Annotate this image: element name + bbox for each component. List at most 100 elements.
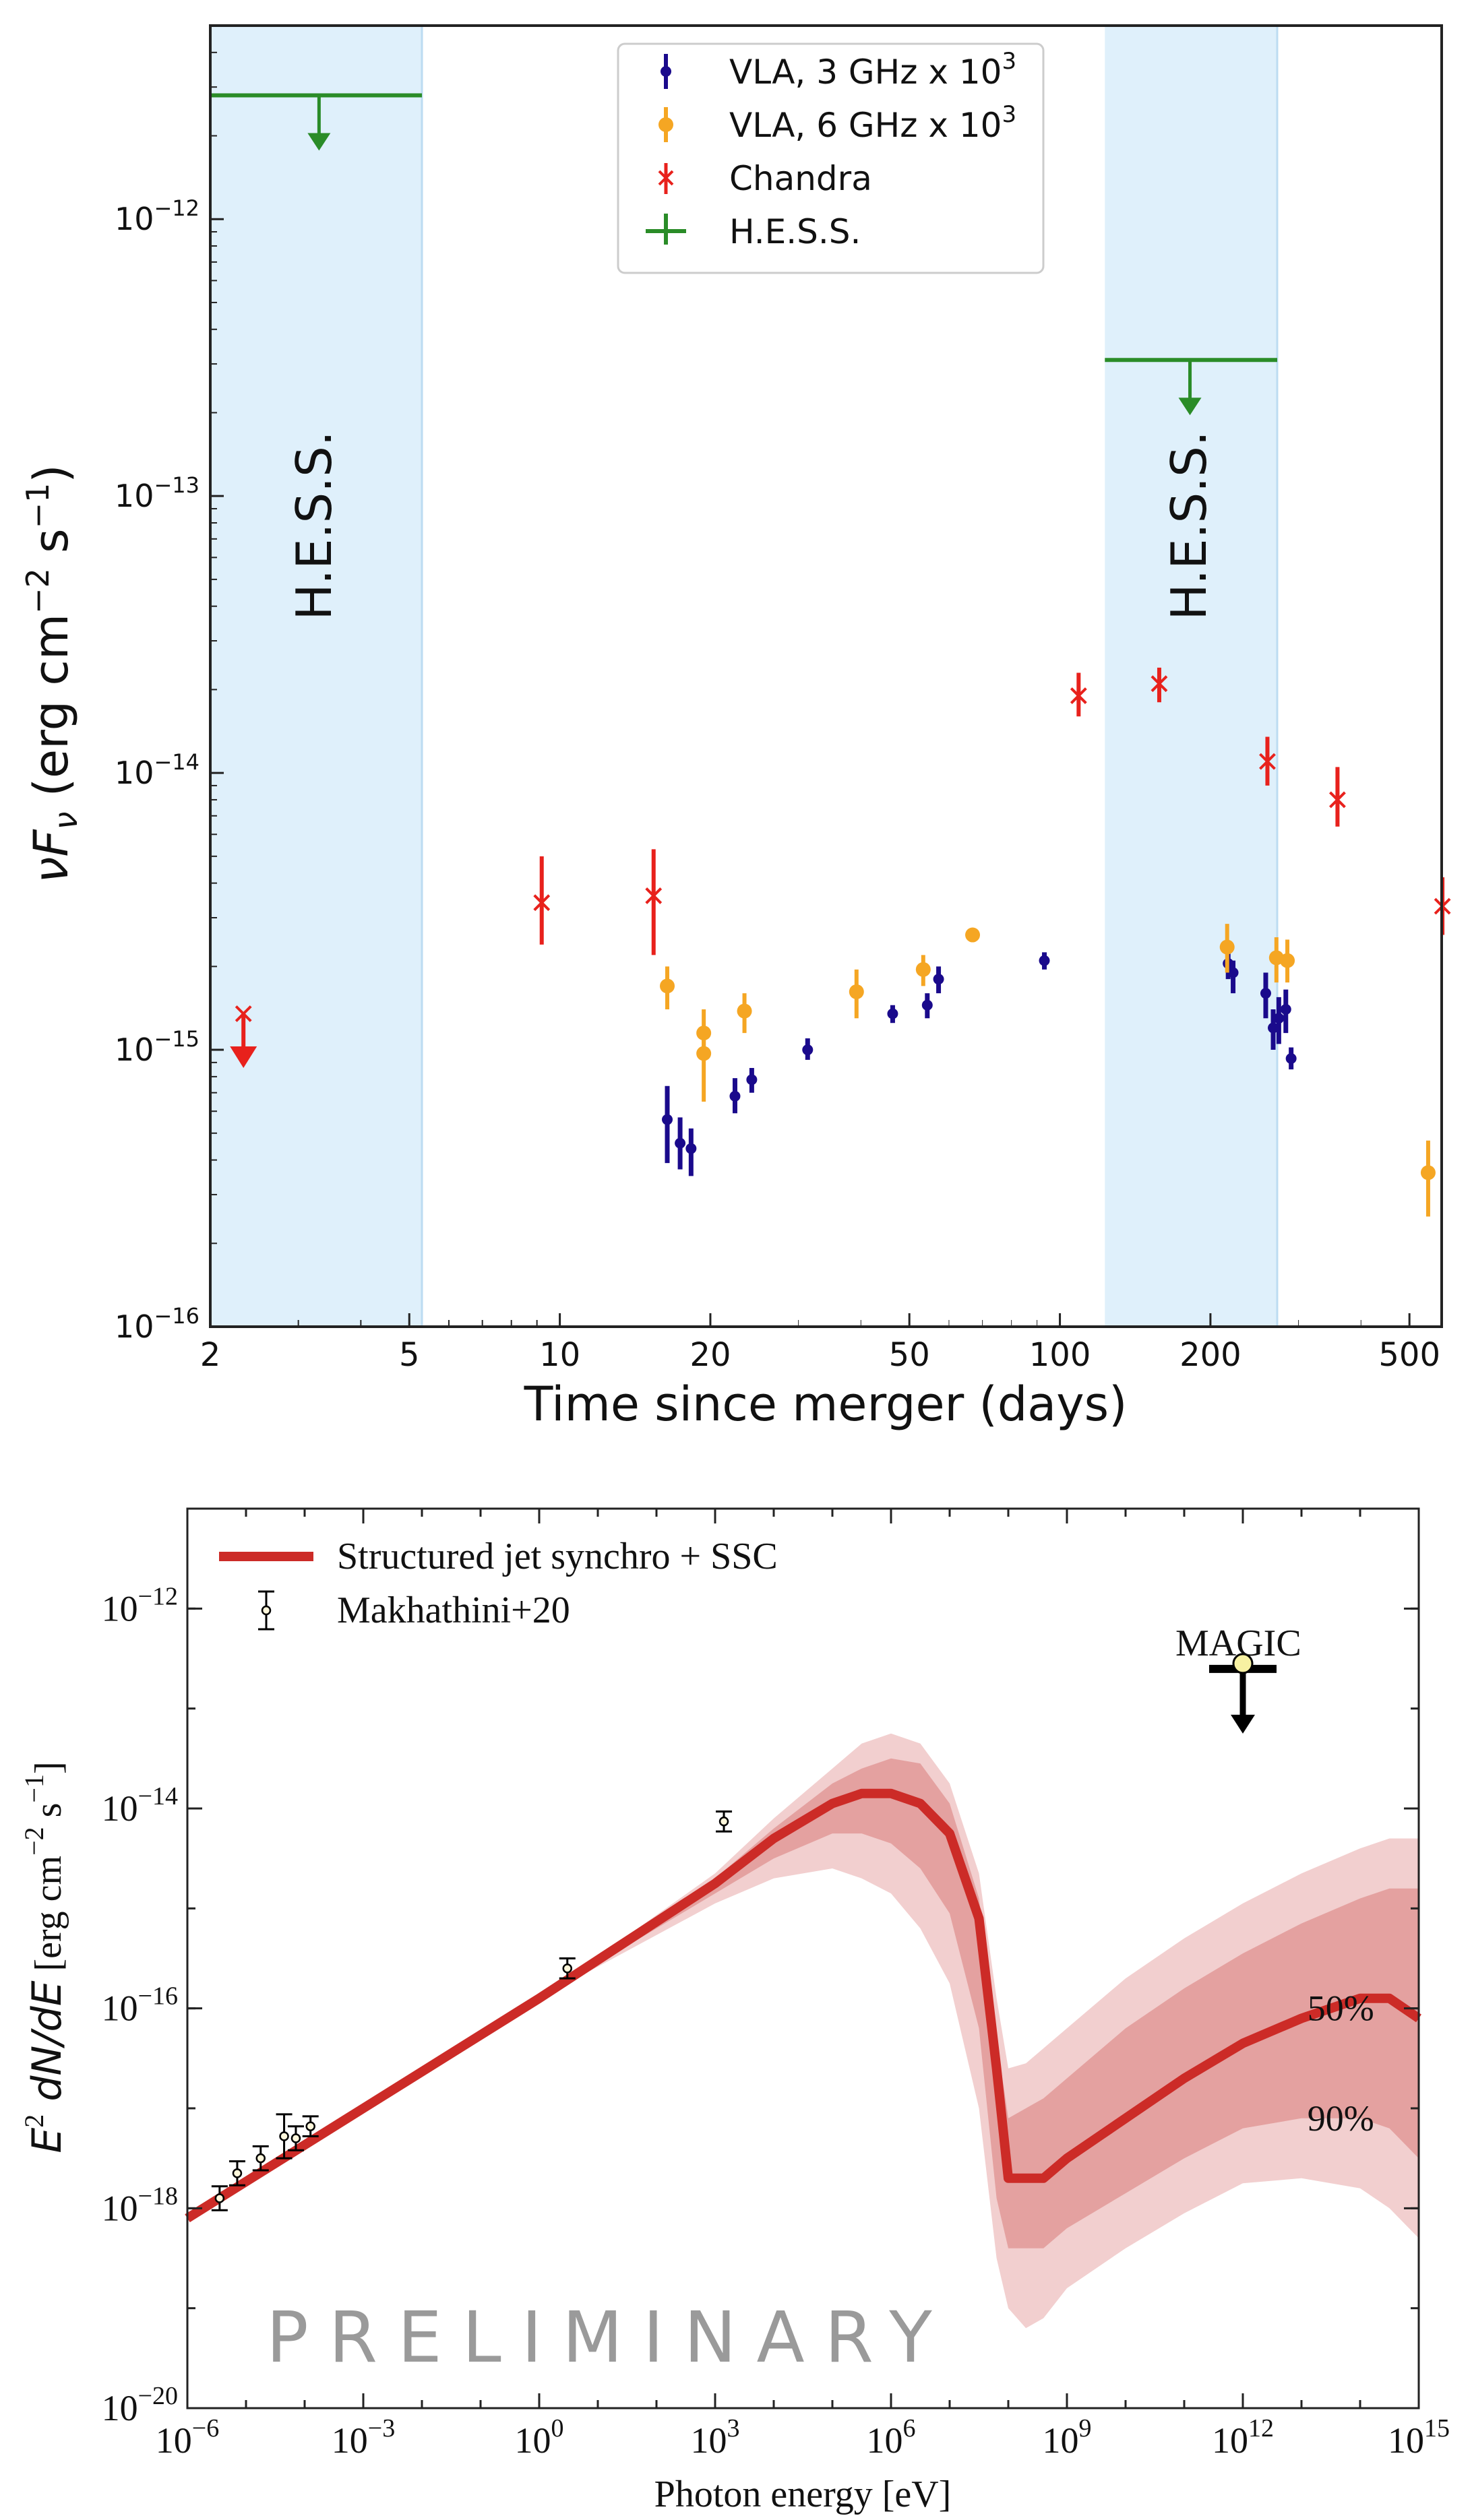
preliminary-watermark: PRELIMINARY: [266, 2296, 952, 2379]
top-x-tick-label-2: 2: [200, 1336, 221, 1374]
top-y-tick-label: 10−12: [115, 195, 200, 237]
makhathini-point-4-marker: [279, 2131, 289, 2141]
vla-6-ghz-x-10-point-6-marker: [915, 962, 931, 977]
vla-6-ghz-x-10-point-1-marker: [660, 978, 675, 994]
top-window-labels: H.E.S.S. H.E.S.S.: [286, 431, 1217, 620]
bottom-y-tick-label: 10−14: [102, 1782, 178, 1829]
top-legend-box: [617, 42, 1045, 274]
vla-6-ghz-x-10-point-5-marker: [849, 984, 864, 999]
vla-3-ghz-x-10-point-5-marker: [746, 1074, 758, 1085]
makhathini-point-2-marker: [232, 2168, 243, 2178]
bottom-plot-frame: [186, 1507, 1420, 2409]
magic-limit-arrowhead: [1231, 1714, 1255, 1734]
chandra-point-5-marker: [1151, 675, 1168, 693]
bottom-x-tick-label: 100: [515, 2414, 564, 2461]
top-legend: VLA, 3 GHz x 103 VLA, 6 GHz x 103 Chandra H…: [617, 42, 1045, 274]
vla-6-ghz-x-10-point-11-marker: [1420, 1165, 1436, 1180]
top-y-tick-label: 10−13: [115, 472, 200, 514]
bottom-x-axis-label: Photon energy [eV]: [654, 2474, 952, 2515]
legend-data-marker: [261, 1605, 272, 1616]
chandra-point-2-marker: [533, 894, 551, 912]
top-data-marks: [210, 93, 1451, 1217]
vla-3-ghz-x-10-point-10-marker: [1039, 955, 1050, 966]
vla-6-ghz-x-10-point-8-marker: [1219, 939, 1235, 955]
makhathini-point-1-marker: [214, 2193, 225, 2203]
hess-window-2: [1105, 26, 1277, 1327]
bottom-y-tick-label: 10−16: [102, 1982, 178, 2029]
bottom-chart: 50% 90% MAGIC 10−6 10−3 100 103 106 109 1012 101…: [19, 1507, 1450, 2515]
makhathini-point-3-marker: [255, 2153, 266, 2164]
vla-3-ghz-x-10-point-2-marker: [675, 1137, 686, 1149]
bottom-x-tick-label: 1012: [1212, 2414, 1274, 2461]
band-label-50: 50%: [1308, 1988, 1374, 2029]
vla-3-ghz-x-10-point-9-marker: [933, 974, 944, 985]
vla-3-ghz-x-10-point-14-marker: [1268, 1022, 1279, 1034]
top-plot-frame: [209, 24, 1443, 1328]
top-y-tick-label: 10−14: [115, 749, 200, 791]
makhathini-point-7-marker: [562, 1963, 573, 1974]
bottom-y-tick-label: 10−12: [102, 1582, 178, 1629]
top-x-tick-label-5: 5: [399, 1336, 420, 1374]
top-x-tick-label-10: 10: [539, 1336, 580, 1374]
vla-3-ghz-x-10-point-12-marker: [1227, 967, 1239, 978]
vla-3-ghz-x-10-point-8-marker: [921, 999, 933, 1011]
h-e-s-s-point-2-arrow-head: [1178, 398, 1202, 416]
vla-3-ghz-x-10-point-1-marker: [662, 1114, 673, 1125]
bottom-legend: Structured jet synchro + SSC Makhathini+2…: [219, 1536, 778, 1631]
bottom-y-axis-label: E2 dN/dE [erg cm−2 s−1]: [19, 1761, 71, 2153]
bottom-x-tick-label: 106: [867, 2414, 916, 2461]
vla-3-ghz-x-10-point-15-marker: [1273, 1013, 1285, 1024]
hess-window-1: [210, 26, 423, 1327]
vla-3-ghz-x-10-point-4-marker: [729, 1090, 741, 1102]
top-legend-vla-3-ghz-x-10-marker: [661, 66, 671, 77]
bottom-data-marks: MAGIC: [211, 1623, 1301, 2211]
top-y-tick-label: 10−16: [115, 1303, 200, 1345]
vla-3-ghz-x-10-point-3-marker: [685, 1143, 697, 1154]
band-label-90: 90%: [1308, 2098, 1374, 2139]
makhathini-point-6-marker: [305, 2121, 315, 2131]
chandra-point-1-limit-arrow: [230, 1046, 257, 1068]
model-median-line: [185, 1788, 1421, 2223]
chandra-point-1-marker: [235, 1005, 252, 1022]
vla-3-ghz-x-10-point-13-marker: [1260, 988, 1271, 999]
top-axis-ticks: 2 5 10 20 50 100 200 500 10−16 10−15 10−14 10−13 10−…: [115, 51, 1440, 1374]
legend-data-label: Makhathini+20: [337, 1589, 570, 1631]
bottom-y-tick-label: 10−20: [102, 2382, 178, 2428]
chandra-point-4-marker: [1070, 687, 1087, 704]
top-legend-vla-6-ghz-x-10-label: VLA, 6 GHz x 103: [729, 101, 1016, 145]
vla-6-ghz-x-10-point-4-marker: [737, 1003, 752, 1019]
top-legend-vla-3-ghz-x-10-label: VLA, 3 GHz x 103: [729, 48, 1016, 92]
hess-window-label-1: H.E.S.S.: [286, 431, 342, 620]
bottom-x-tick-label: 1015: [1388, 2414, 1450, 2461]
top-chart: H.E.S.S. H.E.S.S. 2 5 10 20 50 100 200 500 10−16 1…: [20, 24, 1451, 1432]
vla-6-ghz-x-10-point-3-marker: [696, 1046, 712, 1061]
top-legend-vla-6-ghz-x-10-marker: [658, 117, 673, 132]
chandra-point-3-marker: [645, 887, 663, 904]
top-x-tick-label-500: 500: [1378, 1336, 1440, 1374]
legend-model-label: Structured jet synchro + SSC: [337, 1536, 778, 1577]
top-x-tick-label-200: 200: [1179, 1336, 1241, 1374]
top-legend-h-e-s-s-label: H.E.S.S.: [729, 212, 861, 251]
vla-3-ghz-x-10-point-7-marker: [887, 1008, 898, 1019]
vla-3-ghz-x-10-point-17-marker: [1285, 1053, 1297, 1065]
makhathini-point-8-marker: [718, 1817, 729, 1827]
bottom-x-tick-label: 10−6: [156, 2414, 219, 2461]
top-y-tick-label: 10−15: [115, 1026, 200, 1068]
vla-6-ghz-x-10-point-7-marker: [965, 927, 981, 943]
bottom-y-tick-label: 10−18: [102, 2182, 178, 2228]
top-legend-chandra-marker: [658, 170, 674, 186]
top-observation-windows: [210, 26, 1279, 1327]
bottom-x-tick-label: 109: [1043, 2414, 1092, 2461]
chandra-point-6-marker: [1259, 753, 1276, 770]
makhathini-point-5-marker: [290, 2133, 301, 2143]
vla-6-ghz-x-10-point-10-marker: [1280, 953, 1295, 968]
chandra-point-7-marker: [1329, 791, 1346, 809]
top-legend-chandra-label: Chandra: [729, 159, 872, 198]
vla-3-ghz-x-10-point-16-marker: [1280, 1004, 1291, 1015]
vla-3-ghz-x-10-point-6-marker: [802, 1044, 814, 1056]
hess-window-label-2: H.E.S.S.: [1161, 431, 1217, 620]
magic-limit-marker: [1232, 1653, 1254, 1674]
top-x-tick-label-50: 50: [889, 1336, 930, 1374]
h-e-s-s-point-1-arrow-head: [307, 133, 331, 151]
